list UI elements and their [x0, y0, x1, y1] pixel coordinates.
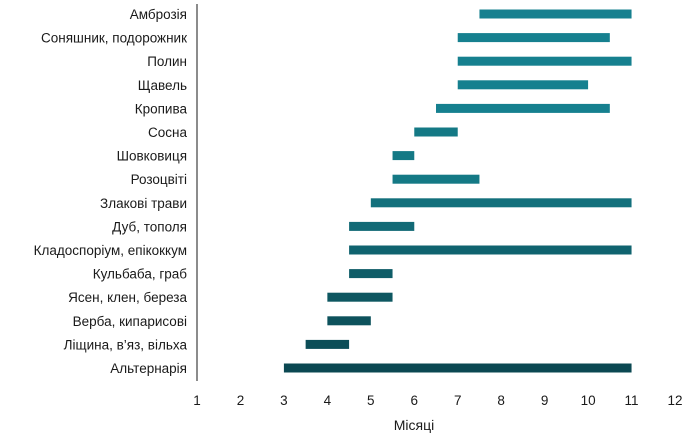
range-bar: [414, 127, 458, 137]
x-tick-label: 3: [280, 393, 288, 408]
category-label: Верба, кипарисові: [73, 314, 187, 329]
range-bar: [457, 56, 632, 66]
range-bar: [392, 174, 480, 184]
range-bar: [349, 269, 393, 279]
x-tick-label: 10: [581, 393, 596, 408]
range-bar: [370, 198, 632, 208]
category-label: Щавель: [138, 78, 187, 93]
category-label: Дуб, тополя: [112, 219, 187, 234]
range-bar: [457, 33, 610, 43]
x-tick-labels: 1 2 3 4 5 6 7 8 9 10 11 12: [193, 393, 682, 408]
x-tick-label: 6: [411, 393, 419, 408]
x-tick-label: 4: [324, 393, 332, 408]
category-label: Альтернарія: [110, 361, 187, 376]
range-bars: [283, 9, 632, 373]
range-bar: [349, 245, 632, 255]
x-tick-label: 5: [367, 393, 375, 408]
x-tick-label: 7: [454, 393, 462, 408]
category-label: Сосна: [148, 125, 187, 140]
range-bar: [457, 80, 589, 90]
category-label: Злакові трави: [100, 196, 187, 211]
range-bar: [327, 292, 393, 302]
x-tick-label: 1: [193, 393, 201, 408]
category-label: Соняшник, подорожник: [41, 31, 187, 46]
category-label: Кропива: [135, 101, 188, 116]
x-tick-label: 11: [625, 393, 639, 408]
x-tick-label: 9: [541, 393, 549, 408]
category-label: Розоцвіті: [131, 172, 187, 187]
range-bar: [479, 9, 632, 19]
x-tick-label: 2: [237, 393, 245, 408]
range-bar: [305, 339, 350, 349]
x-axis-title: Місяці: [394, 417, 434, 433]
category-label: Кладоспоріум, епікоккум: [34, 243, 187, 258]
category-label: Ліщина, в’яз, вільха: [64, 337, 188, 352]
range-bar: [436, 103, 610, 113]
range-bar: [392, 151, 415, 161]
x-tick-label: 12: [667, 393, 682, 408]
category-label: Кульбаба, граб: [93, 267, 188, 282]
category-label: Амброзія: [130, 7, 187, 22]
range-bar: [283, 363, 632, 373]
x-tick-label: 8: [497, 393, 505, 408]
category-label: Ясен, клен, береза: [68, 290, 187, 305]
range-bar: [349, 221, 415, 231]
category-label: Шовковиця: [117, 149, 187, 164]
category-labels: Амброзія Соняшник, подорожник Полин Щавель К…: [34, 7, 188, 376]
range-bar: [327, 316, 371, 326]
category-label: Полин: [147, 54, 187, 69]
